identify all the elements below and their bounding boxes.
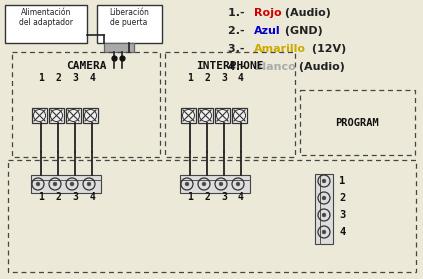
Text: 3: 3 xyxy=(72,73,78,83)
Circle shape xyxy=(219,182,223,186)
Text: 3.-: 3.- xyxy=(228,44,248,54)
Text: 4: 4 xyxy=(89,192,95,202)
Circle shape xyxy=(53,182,57,186)
Text: 3: 3 xyxy=(72,192,78,202)
Bar xyxy=(97,5,162,43)
Circle shape xyxy=(202,182,206,186)
Text: 2.-: 2.- xyxy=(228,26,248,36)
Text: 4: 4 xyxy=(339,227,345,237)
Bar xyxy=(215,108,230,123)
Text: 4.-: 4.- xyxy=(228,62,249,72)
Text: Amarillo: Amarillo xyxy=(254,44,306,54)
Text: 4: 4 xyxy=(89,73,95,83)
Bar xyxy=(12,52,160,157)
Circle shape xyxy=(322,230,326,234)
Circle shape xyxy=(322,213,326,217)
Text: 1: 1 xyxy=(339,176,345,186)
Text: 2: 2 xyxy=(55,192,61,202)
Text: 1: 1 xyxy=(187,73,193,83)
Circle shape xyxy=(236,182,240,186)
Text: 3: 3 xyxy=(339,210,345,220)
Text: 1: 1 xyxy=(38,192,44,202)
Text: 3: 3 xyxy=(221,73,227,83)
Bar xyxy=(83,108,98,123)
Text: 2: 2 xyxy=(55,73,61,83)
Bar xyxy=(165,52,295,157)
Circle shape xyxy=(87,182,91,186)
Text: 3: 3 xyxy=(221,192,227,202)
Text: 2: 2 xyxy=(339,193,345,203)
Bar xyxy=(315,174,333,244)
Text: 1: 1 xyxy=(38,73,44,83)
Text: (GND): (GND) xyxy=(281,26,323,36)
Text: Blanco: Blanco xyxy=(254,62,296,72)
Text: PROGRAM: PROGRAM xyxy=(335,117,379,128)
Text: 4: 4 xyxy=(238,73,244,83)
Bar xyxy=(104,43,134,52)
Text: 2: 2 xyxy=(204,73,210,83)
Circle shape xyxy=(185,182,189,186)
Bar xyxy=(5,5,87,43)
Text: 4: 4 xyxy=(238,192,244,202)
Circle shape xyxy=(36,182,40,186)
Bar xyxy=(300,90,415,155)
Bar xyxy=(66,108,81,123)
Text: Alimentación
del adaptador: Alimentación del adaptador xyxy=(19,8,73,27)
Text: 2: 2 xyxy=(204,192,210,202)
Text: INTERPHONE: INTERPHONE xyxy=(196,61,264,71)
Bar xyxy=(180,175,250,193)
Bar xyxy=(8,160,416,272)
Text: 1: 1 xyxy=(187,192,193,202)
Text: (12V): (12V) xyxy=(308,44,347,54)
Circle shape xyxy=(322,179,326,183)
Bar xyxy=(31,175,101,193)
Bar xyxy=(32,108,47,123)
Bar xyxy=(181,108,196,123)
Circle shape xyxy=(322,196,326,200)
Text: 1.-: 1.- xyxy=(228,8,248,18)
Bar xyxy=(49,108,64,123)
Bar xyxy=(232,108,247,123)
Text: (Audio): (Audio) xyxy=(281,8,331,18)
Circle shape xyxy=(70,182,74,186)
Text: Rojo: Rojo xyxy=(254,8,282,18)
Text: Azul: Azul xyxy=(254,26,280,36)
Text: CAMERA: CAMERA xyxy=(66,61,106,71)
Bar xyxy=(198,108,213,123)
Text: (Audio): (Audio) xyxy=(295,62,345,72)
Text: Liberación
de puerta: Liberación de puerta xyxy=(109,8,149,27)
